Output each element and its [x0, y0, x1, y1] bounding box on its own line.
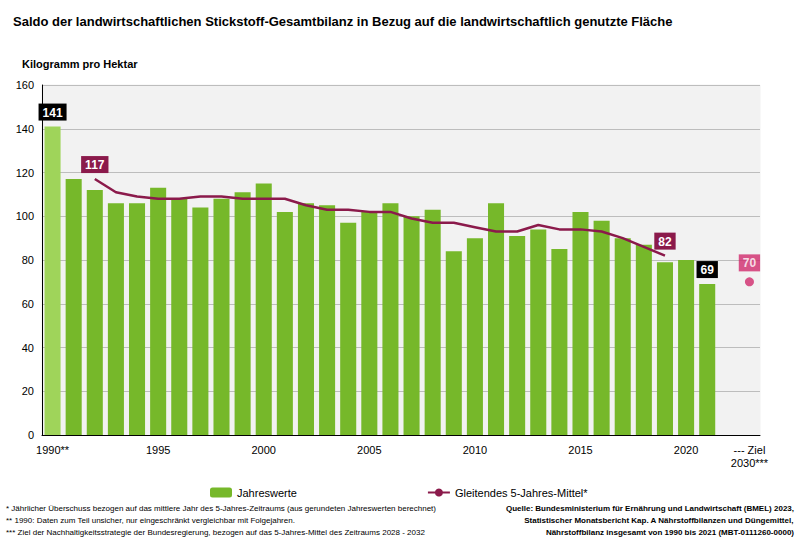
svg-text:2015: 2015 [568, 444, 592, 456]
svg-text:Kilogramm pro Hektar: Kilogramm pro Hektar [22, 58, 138, 70]
svg-text:Jahreswerte: Jahreswerte [237, 487, 297, 499]
svg-text:1995: 1995 [146, 444, 170, 456]
svg-text:140: 140 [16, 123, 34, 135]
svg-text:100: 100 [16, 210, 34, 222]
svg-text:20: 20 [22, 385, 34, 397]
svg-text:120: 120 [16, 167, 34, 179]
svg-text:2030***: 2030*** [731, 457, 769, 469]
svg-text:82: 82 [658, 235, 672, 249]
svg-text:*** Ziel der Nachhaltigkeitsst: *** Ziel der Nachhaltigkeitsstrategie de… [6, 528, 425, 537]
svg-text:80: 80 [22, 254, 34, 266]
svg-text:1990**: 1990** [36, 444, 70, 456]
svg-text:Statistischer Monatsbericht Ka: Statistischer Monatsbericht Kap. A Nährs… [524, 516, 793, 525]
svg-text:40: 40 [22, 342, 34, 354]
svg-text:Saldo der landwirtschaftlichen: Saldo der landwirtschaftlichen Stickstof… [13, 14, 673, 29]
svg-text:70: 70 [743, 256, 757, 270]
svg-text:141: 141 [43, 106, 63, 120]
svg-text:2005: 2005 [357, 444, 381, 456]
svg-text:2010: 2010 [463, 444, 487, 456]
svg-text:Gleitendes 5-Jahres-Mittel*: Gleitendes 5-Jahres-Mittel* [455, 487, 588, 499]
svg-text:2000: 2000 [251, 444, 275, 456]
svg-text:2020: 2020 [674, 444, 698, 456]
svg-text:0: 0 [28, 429, 34, 441]
svg-text:Nährstoffbilanz insgesamt von: Nährstoffbilanz insgesamt von 1990 bis 2… [546, 528, 794, 537]
svg-text:Quelle: Bundesministerium für: Quelle: Bundesministerium für Ernährung … [506, 504, 794, 513]
svg-text:160: 160 [16, 79, 34, 91]
svg-text:69: 69 [701, 263, 715, 277]
svg-text:** 1990: Daten zum Teil unsich: ** 1990: Daten zum Teil unsicher, nur ei… [6, 516, 295, 525]
svg-text:* Jährlicher Überschuss bezoge: * Jährlicher Überschuss bezogen auf das … [6, 504, 436, 513]
svg-text:60: 60 [22, 298, 34, 310]
svg-text:117: 117 [85, 158, 105, 172]
svg-text:--- Ziel: --- Ziel [734, 444, 766, 456]
